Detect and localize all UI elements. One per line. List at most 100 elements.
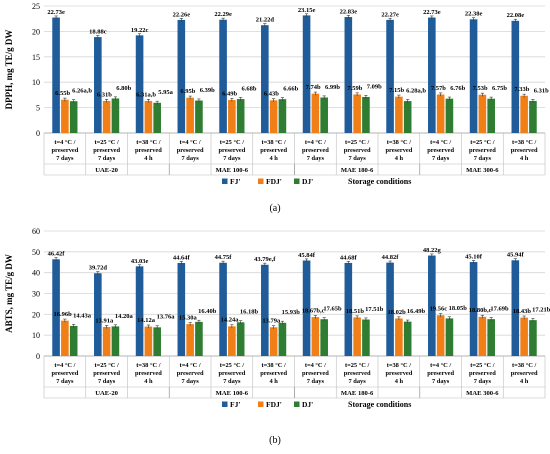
bar-dj xyxy=(403,321,412,356)
data-label: 22.27e xyxy=(381,11,399,18)
group-label: UAE-20 xyxy=(95,167,118,174)
group-label: MAE 300-6 xyxy=(466,390,499,397)
category-label-line: preserved xyxy=(260,370,287,377)
bar-fj xyxy=(386,262,394,356)
bar-fdj xyxy=(311,317,320,356)
data-label: 46.42f xyxy=(48,251,66,258)
data-label: 44.64f xyxy=(173,254,191,261)
data-label: 15.93b xyxy=(282,309,301,316)
category-label-line: 7 days xyxy=(223,378,241,385)
category-label-line: preserved xyxy=(135,370,162,377)
legend-swatch xyxy=(294,178,300,184)
category-label-line: 7 days xyxy=(349,155,367,162)
group-label: MAE 300-6 xyxy=(466,167,499,174)
category-label-line: 7 days xyxy=(307,155,325,162)
data-label: 22.08e xyxy=(507,12,525,19)
data-label: 17.69b xyxy=(490,306,509,313)
data-label: 6.76b xyxy=(450,85,465,92)
panel-label: (b) xyxy=(269,435,281,446)
bar-dj xyxy=(111,326,120,356)
bar-dj xyxy=(236,99,245,133)
legend-swatch xyxy=(294,401,300,407)
category-label-line: t=38 °C / xyxy=(261,362,286,369)
category-label-line: preserved xyxy=(177,147,204,154)
bar-fdj xyxy=(353,317,361,356)
data-label: 14.43a xyxy=(73,312,92,319)
category-label-line: t=25 °C / xyxy=(345,362,370,369)
bar-fdj xyxy=(186,97,194,133)
data-label: 19.56c xyxy=(430,306,448,313)
category-label-line: preserved xyxy=(427,370,454,377)
abts-chart-panel: ABTS, mg TE/g DW 0 10 20 30 40 50 60 46.42f 16.96… xyxy=(0,224,550,449)
bar-dj xyxy=(362,319,370,356)
data-label: 14.20a xyxy=(115,313,134,320)
data-label: 6.95b xyxy=(180,88,195,95)
category-label-line: t=4 °C / xyxy=(430,362,451,369)
bar-dj xyxy=(445,318,454,356)
legend-label: DJ' xyxy=(302,400,313,409)
category-label-line: 4 h xyxy=(395,155,404,162)
category-label-line: 7 days xyxy=(474,155,492,162)
dpph-chart-panel: DPPH, mg TE/g DW 0 5 10 15 20 25 22.73e 6.55b 6.2… xyxy=(0,0,550,224)
data-label: 21.22d xyxy=(256,17,275,24)
bar-dj xyxy=(69,325,78,356)
category-label-line: t=25 °C / xyxy=(345,139,370,146)
y-tick-label: 50 xyxy=(32,248,40,257)
category-label-line: 7 days xyxy=(307,378,325,385)
category-label-line: preserved xyxy=(385,370,412,377)
category-label-line: 4 h xyxy=(520,155,529,162)
x-axis-title: Storage conditions xyxy=(348,177,411,186)
bar-fj xyxy=(261,264,269,356)
bar-dj xyxy=(320,97,328,133)
data-label: 16.96b xyxy=(53,311,72,318)
y-tick-label: 15 xyxy=(32,53,40,62)
legend-swatch xyxy=(258,178,264,184)
data-label: 16.49b xyxy=(407,308,426,315)
data-label: 44.68f xyxy=(340,254,358,261)
data-label: 15.30a xyxy=(179,315,198,322)
category-label-line: t=38 °C / xyxy=(261,139,286,146)
data-label: 6.66b xyxy=(283,86,298,93)
bar-fdj xyxy=(228,100,236,133)
data-label: 7.53b xyxy=(473,85,488,92)
category-label-line: 7 days xyxy=(432,378,450,385)
data-label: 22.29e xyxy=(214,11,232,18)
y-tick-label: 10 xyxy=(32,78,40,87)
category-label-line: t=25 °C / xyxy=(220,362,245,369)
category-label-line: t=4 °C / xyxy=(54,362,75,369)
bar-fj xyxy=(428,17,436,133)
category-label-line: 7 days xyxy=(223,155,241,162)
bar-fdj xyxy=(520,95,528,133)
bar-fj xyxy=(344,17,353,134)
bar-fj xyxy=(511,20,520,133)
data-label: 18.67b,c xyxy=(302,308,325,315)
category-label-line: preserved xyxy=(385,147,412,154)
bar-dj xyxy=(403,101,412,133)
category-label-line: 4 h xyxy=(395,378,404,385)
category-label-line: t=4 °C / xyxy=(305,139,326,146)
data-label: 39.72d xyxy=(89,265,108,272)
bar-fj xyxy=(302,260,311,356)
group-label: MAE 180-6 xyxy=(341,167,374,174)
category-label-line: t=25 °C / xyxy=(94,139,119,146)
data-label: 22.73e xyxy=(423,9,441,16)
group-label: UAE-20 xyxy=(95,390,118,397)
category-label-line: preserved xyxy=(344,370,371,377)
category-label-line: t=25 °C / xyxy=(470,362,495,369)
data-label: 7.57b xyxy=(431,85,446,92)
data-label: 18.88c xyxy=(89,28,107,35)
data-label: 6.31b xyxy=(534,87,549,94)
category-label-line: 4 h xyxy=(520,378,529,385)
category-label-line: 4 h xyxy=(269,155,278,162)
legend-label: FDJ' xyxy=(266,177,282,186)
data-label: 14.24a xyxy=(221,317,240,324)
bar-fdj xyxy=(144,100,153,133)
category-label-line: preserved xyxy=(218,370,245,377)
bar-fj xyxy=(469,262,478,356)
data-label: 14.12a xyxy=(137,317,156,324)
category-label-line: t=4 °C / xyxy=(180,139,201,146)
category-label-line: preserved xyxy=(427,147,454,154)
panel-label: (a) xyxy=(269,203,280,214)
data-label: 6.31b xyxy=(97,91,112,98)
legend-swatch xyxy=(222,401,228,407)
